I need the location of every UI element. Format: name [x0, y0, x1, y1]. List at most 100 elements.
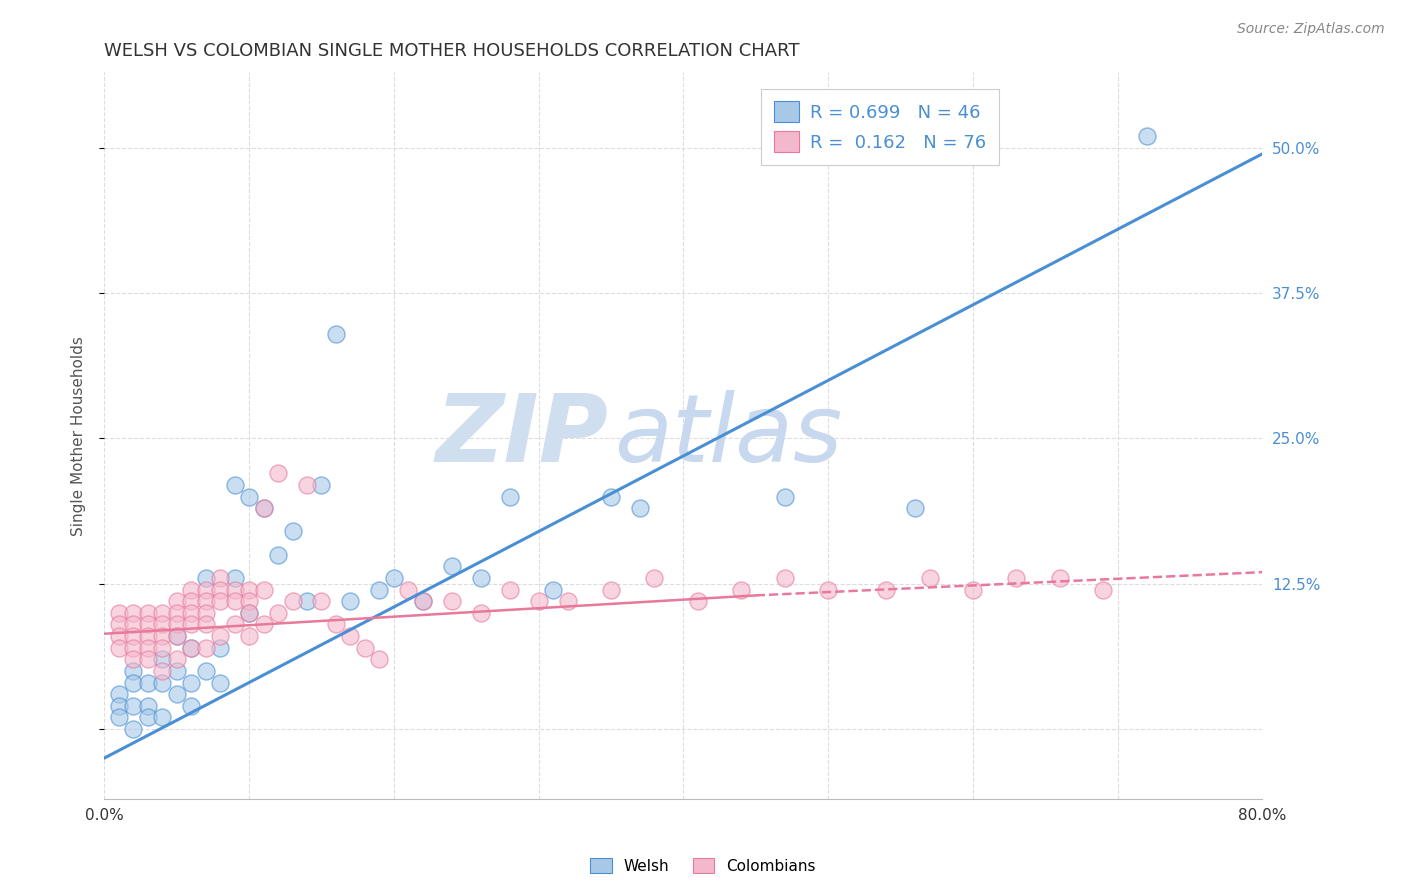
Point	[382, 571, 405, 585]
Point	[194, 571, 217, 585]
Point	[166, 629, 188, 643]
Point	[136, 640, 159, 655]
Point	[557, 594, 579, 608]
Point	[962, 582, 984, 597]
Text: Source: ZipAtlas.com: Source: ZipAtlas.com	[1237, 22, 1385, 37]
Point	[180, 594, 202, 608]
Point	[295, 594, 318, 608]
Point	[918, 571, 941, 585]
Point	[150, 664, 173, 678]
Point	[1136, 129, 1159, 144]
Point	[224, 582, 246, 597]
Point	[150, 629, 173, 643]
Point	[1005, 571, 1028, 585]
Point	[643, 571, 665, 585]
Point	[224, 478, 246, 492]
Point	[136, 606, 159, 620]
Point	[122, 640, 145, 655]
Point	[136, 652, 159, 666]
Point	[209, 675, 232, 690]
Point	[122, 652, 145, 666]
Y-axis label: Single Mother Households: Single Mother Households	[72, 335, 86, 535]
Point	[107, 617, 129, 632]
Point	[252, 617, 274, 632]
Point	[166, 629, 188, 643]
Point	[122, 606, 145, 620]
Point	[339, 594, 361, 608]
Legend: R = 0.699   N = 46, R =  0.162   N = 76: R = 0.699 N = 46, R = 0.162 N = 76	[761, 88, 998, 165]
Point	[107, 687, 129, 701]
Point	[238, 606, 260, 620]
Point	[136, 710, 159, 724]
Point	[252, 582, 274, 597]
Legend: Welsh, Colombians: Welsh, Colombians	[585, 852, 821, 880]
Point	[252, 501, 274, 516]
Point	[166, 617, 188, 632]
Point	[180, 582, 202, 597]
Point	[107, 640, 129, 655]
Point	[180, 698, 202, 713]
Point	[180, 640, 202, 655]
Point	[107, 629, 129, 643]
Point	[440, 594, 463, 608]
Point	[224, 594, 246, 608]
Point	[368, 652, 391, 666]
Point	[166, 594, 188, 608]
Point	[224, 571, 246, 585]
Text: atlas: atlas	[614, 390, 842, 481]
Point	[238, 582, 260, 597]
Point	[498, 582, 520, 597]
Point	[773, 490, 796, 504]
Point	[440, 559, 463, 574]
Point	[150, 652, 173, 666]
Point	[325, 617, 347, 632]
Text: WELSH VS COLOMBIAN SINGLE MOTHER HOUSEHOLDS CORRELATION CHART: WELSH VS COLOMBIAN SINGLE MOTHER HOUSEHO…	[104, 42, 800, 60]
Point	[166, 652, 188, 666]
Point	[354, 640, 377, 655]
Point	[194, 594, 217, 608]
Point	[166, 664, 188, 678]
Point	[396, 582, 419, 597]
Point	[136, 617, 159, 632]
Point	[194, 640, 217, 655]
Point	[209, 594, 232, 608]
Point	[817, 582, 839, 597]
Point	[122, 698, 145, 713]
Point	[238, 606, 260, 620]
Point	[498, 490, 520, 504]
Point	[325, 326, 347, 341]
Point	[180, 640, 202, 655]
Point	[368, 582, 391, 597]
Point	[150, 640, 173, 655]
Point	[628, 501, 651, 516]
Point	[209, 640, 232, 655]
Point	[150, 675, 173, 690]
Point	[295, 478, 318, 492]
Point	[194, 617, 217, 632]
Point	[281, 524, 304, 539]
Point	[150, 606, 173, 620]
Point	[252, 501, 274, 516]
Point	[180, 617, 202, 632]
Point	[194, 582, 217, 597]
Point	[209, 582, 232, 597]
Point	[470, 606, 492, 620]
Point	[136, 675, 159, 690]
Point	[122, 722, 145, 736]
Point	[412, 594, 434, 608]
Point	[904, 501, 927, 516]
Point	[107, 698, 129, 713]
Point	[773, 571, 796, 585]
Point	[339, 629, 361, 643]
Point	[600, 490, 623, 504]
Point	[311, 478, 333, 492]
Point	[122, 664, 145, 678]
Point	[541, 582, 564, 597]
Point	[470, 571, 492, 585]
Point	[122, 675, 145, 690]
Point	[180, 606, 202, 620]
Point	[150, 617, 173, 632]
Point	[136, 698, 159, 713]
Point	[136, 629, 159, 643]
Point	[238, 594, 260, 608]
